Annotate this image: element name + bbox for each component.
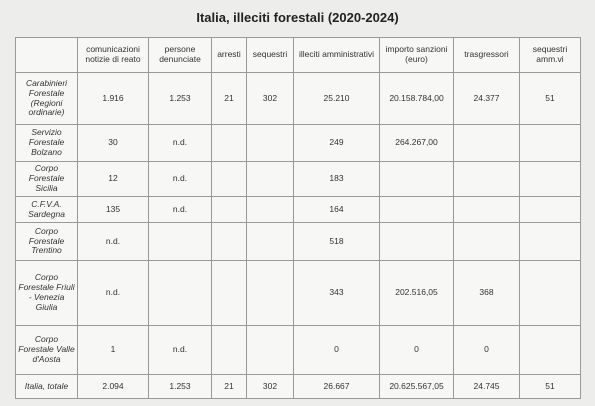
column-header: trasgressori <box>453 37 520 73</box>
row-label: Corpo Forestale Friuli - Venezia Giulia <box>15 260 78 326</box>
empty-cell <box>453 124 520 162</box>
table-cell: n.d. <box>148 196 212 223</box>
table-cell: 518 <box>293 222 380 261</box>
data-table: comunicazioni notizie di reato persone de… <box>15 37 581 399</box>
empty-cell <box>453 222 520 261</box>
table-cell: 202.516,05 <box>379 260 454 326</box>
table-cell: 0 <box>379 325 454 375</box>
empty-cell <box>519 161 581 197</box>
row-label: Italia, totale <box>15 374 78 399</box>
title: Italia, illeciti forestali (2020-2024) <box>196 10 399 25</box>
table-cell: 24.745 <box>453 374 520 399</box>
table-cell: 0 <box>293 325 380 375</box>
empty-cell <box>148 222 212 261</box>
empty-cell <box>519 124 581 162</box>
table-cell: 1.916 <box>77 72 149 125</box>
table-cell: 1 <box>77 325 149 375</box>
table-cell: 264.267,00 <box>379 124 454 162</box>
table-row: Corpo Forestale Valle d'Aosta 1 n.d. 0 0 0 <box>15 325 581 375</box>
empty-cell <box>246 260 294 326</box>
empty-cell <box>246 222 294 261</box>
table-cell: n.d. <box>148 124 212 162</box>
table-cell: 1.253 <box>148 72 212 125</box>
table-cell: 183 <box>293 161 380 197</box>
corner-cell <box>15 37 78 73</box>
table-cell: 249 <box>293 124 380 162</box>
empty-cell <box>246 124 294 162</box>
column-header: illeciti amministrativi <box>293 37 380 73</box>
column-header: persone denunciate <box>148 37 212 73</box>
empty-cell <box>519 325 581 375</box>
table-row: Corpo Forestale Trentino n.d. 518 <box>15 222 581 261</box>
empty-cell <box>379 222 454 261</box>
column-header: sequestri <box>246 37 294 73</box>
table-cell: 21 <box>211 374 247 399</box>
empty-cell <box>519 222 581 261</box>
empty-cell <box>148 260 212 326</box>
table-cell: 368 <box>453 260 520 326</box>
empty-cell <box>453 161 520 197</box>
table-cell: 24.377 <box>453 72 520 125</box>
table-cell: 164 <box>293 196 380 223</box>
empty-cell <box>519 196 581 223</box>
column-header: arresti <box>211 37 247 73</box>
table-cell: 12 <box>77 161 149 197</box>
empty-cell <box>246 196 294 223</box>
table-cell: 302 <box>246 72 294 125</box>
empty-cell <box>379 161 454 197</box>
table-cell: 0 <box>453 325 520 375</box>
table-cell: n.d. <box>148 161 212 197</box>
table-cell: 21 <box>211 72 247 125</box>
empty-cell <box>211 222 247 261</box>
column-header: importo sanzioni (euro) <box>379 37 454 73</box>
table-row: Servizio Forestale Bolzano 30 n.d. 249 264.2… <box>15 124 581 162</box>
row-label: Carabinieri Forestale (Regioni ordinarie… <box>15 72 78 125</box>
row-label: Corpo Forestale Trentino <box>15 222 78 261</box>
table-cell: 343 <box>293 260 380 326</box>
empty-cell <box>519 260 581 326</box>
table-row: C.F.V.A. Sardegna 135 n.d. 164 <box>15 196 581 223</box>
header-row: comunicazioni notizie di reato persone de… <box>15 37 581 73</box>
row-label: Servizio Forestale Bolzano <box>15 124 78 162</box>
table-cell: 1.253 <box>148 374 212 399</box>
table-cell: 135 <box>77 196 149 223</box>
empty-cell <box>211 161 247 197</box>
empty-cell <box>246 325 294 375</box>
row-label: Corpo Forestale Sicilia <box>15 161 78 197</box>
table-cell: 51 <box>519 72 581 125</box>
table-row: Corpo Forestale Sicilia 12 n.d. 183 <box>15 161 581 197</box>
column-header: comunicazioni notizie di reato <box>77 37 149 73</box>
table-cell: n.d. <box>77 222 149 261</box>
table-cell: 51 <box>519 374 581 399</box>
row-label: Corpo Forestale Valle d'Aosta <box>15 325 78 375</box>
empty-cell <box>211 260 247 326</box>
table-cell: n.d. <box>148 325 212 375</box>
row-label: C.F.V.A. Sardegna <box>15 196 78 223</box>
empty-cell <box>211 196 247 223</box>
table-cell: 2.094 <box>77 374 149 399</box>
column-header: sequestri amm.vi <box>519 37 581 73</box>
table-cell: 20.625.567,05 <box>379 374 454 399</box>
empty-cell <box>246 161 294 197</box>
table-cell: 302 <box>246 374 294 399</box>
empty-cell <box>211 325 247 375</box>
table-cell: 30 <box>77 124 149 162</box>
table-row: Corpo Forestale Friuli - Venezia Giulia n… <box>15 260 581 326</box>
table-row: Carabinieri Forestale (Regioni ordinarie… <box>15 72 581 125</box>
table-row: Italia, totale 2.094 1.253 21 302 26.667 20.62… <box>15 374 581 399</box>
table-cell: n.d. <box>77 260 149 326</box>
empty-cell <box>211 124 247 162</box>
table-cell: 25.210 <box>293 72 380 125</box>
table-cell: 20.158.784,00 <box>379 72 454 125</box>
empty-cell <box>453 196 520 223</box>
empty-cell <box>379 196 454 223</box>
table-cell: 26.667 <box>293 374 380 399</box>
